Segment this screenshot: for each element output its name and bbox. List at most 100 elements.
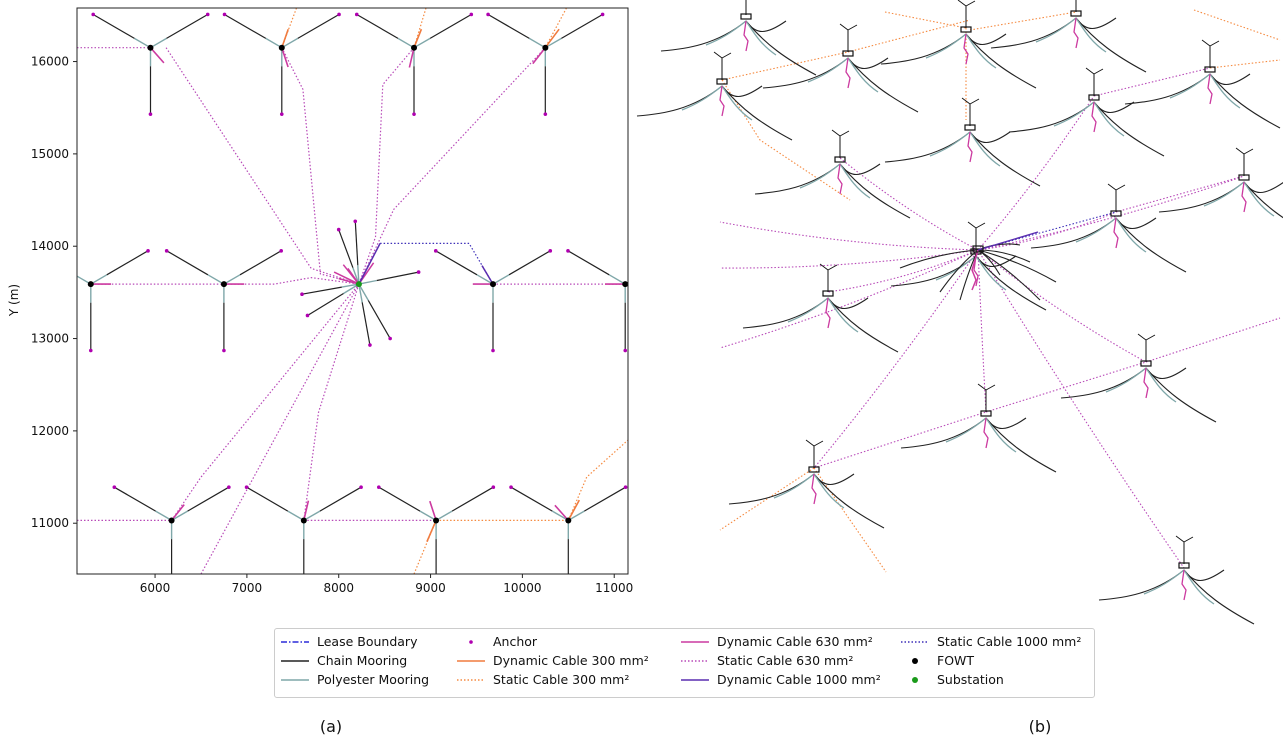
polyester-mooring [528, 37, 546, 49]
dynamic-cable-630 [963, 33, 969, 65]
polyester-mooring [827, 297, 859, 333]
chain-mooring [451, 486, 494, 512]
chain-mooring [378, 486, 421, 512]
anchor-point [623, 485, 628, 490]
x-tick-label: 8000 [323, 581, 354, 595]
dynamic-cable-630 [743, 20, 749, 52]
anchor-point [336, 227, 341, 232]
substation-marker [355, 281, 362, 288]
polyester-mooring [90, 274, 108, 285]
dynamic-cable-630 [429, 500, 437, 521]
anchor-point [337, 12, 341, 17]
legend-item: Anchor [455, 634, 537, 649]
turbine-blades [819, 263, 838, 280]
static-cable-300 [847, 19, 971, 53]
y-axis-label: Y (m) [7, 284, 21, 317]
fowt-marker [622, 281, 628, 288]
panel-a-frame [76, 7, 629, 575]
legend-key-icon [899, 635, 931, 649]
legend-item: Dynamic Cable 630 mm² [679, 634, 873, 649]
static-cable-300 [721, 79, 851, 201]
static-cable-630 [165, 47, 360, 285]
dynamic-cable-630 [554, 504, 569, 521]
anchor-point [244, 485, 249, 490]
chain-mooring [34, 251, 75, 275]
static-cable-630 [977, 211, 1117, 251]
anchor-point [388, 336, 392, 341]
dynamic-cable-630 [532, 47, 546, 65]
chain-mooring [301, 286, 342, 295]
dynamic-cable-630 [149, 47, 165, 64]
anchor-point [205, 12, 210, 17]
polyester-mooring [1115, 217, 1147, 253]
dynamic-cable-630 [170, 504, 185, 521]
chain-mooring [900, 417, 987, 449]
legend-item: Substation [899, 672, 1004, 687]
anchor-point [433, 249, 438, 253]
fowt-marker [433, 517, 440, 524]
turbine-blades [1137, 333, 1156, 350]
legend-key-icon [279, 635, 311, 649]
polyester-mooring [567, 510, 585, 522]
y-tick-label: 12000 [31, 424, 69, 438]
static-cable-300 [1193, 9, 1281, 41]
dynamic-cable-630 [1207, 73, 1213, 105]
panel-b-3d-view [636, 0, 1283, 625]
fowt-marker [542, 44, 549, 51]
static-cable-630 [977, 249, 987, 413]
static-cable-630 [985, 361, 1147, 413]
dynamic-cable-630 [825, 297, 831, 329]
chain-mooring [636, 85, 723, 117]
chain-mooring [742, 297, 829, 329]
polyester-mooring [969, 131, 1001, 167]
dynamic-cable-630 [719, 85, 725, 117]
chain-mooring [977, 249, 1057, 283]
static-cable-630 [1093, 67, 1211, 97]
anchor-point [567, 585, 571, 589]
polyester-mooring [303, 510, 321, 522]
turbine-blades [805, 439, 824, 456]
chain-mooring [354, 221, 359, 266]
polyester-mooring [223, 274, 241, 285]
polyester-mooring [551, 510, 569, 522]
static-cable-630 [303, 283, 360, 521]
dynamic-cable-300 [413, 28, 423, 48]
polyester-mooring [945, 417, 987, 443]
static-cable-300 [719, 467, 815, 531]
turbine-blades [961, 97, 980, 114]
y-tick-label: 15000 [31, 147, 69, 161]
chain-mooring [487, 13, 530, 39]
polyester-mooring [419, 510, 437, 522]
x-tick-label: 7000 [232, 581, 263, 595]
polyester-mooring [925, 33, 967, 59]
polyester-mooring [357, 265, 360, 285]
polyester-mooring [492, 274, 510, 285]
fowt-marker [87, 281, 94, 288]
legend-label: Static Cable 630 mm² [717, 653, 854, 668]
chain-mooring [839, 163, 911, 219]
chain-mooring [166, 250, 209, 276]
legend-label: Dynamic Cable 630 mm² [717, 634, 873, 649]
chain-mooring [567, 250, 610, 276]
static-cable-630 [813, 411, 987, 469]
polyester-mooring [787, 297, 829, 323]
dynamic-cable-630 [333, 271, 360, 285]
polyester-mooring [413, 37, 431, 49]
anchor-point [543, 112, 548, 116]
legend-item: Static Cable 630 mm² [679, 653, 853, 668]
legend-item: Static Cable 1000 mm² [899, 634, 1081, 649]
static-cable-300 [969, 11, 1077, 31]
chain-mooring [246, 486, 289, 512]
static-cable-630 [813, 249, 979, 469]
static-cable-630 [977, 175, 1245, 251]
chain-mooring [884, 131, 971, 163]
legend-key-icon [455, 635, 487, 649]
chain-mooring [435, 250, 478, 276]
polyester-mooring [799, 163, 841, 189]
fowt-marker [565, 517, 572, 524]
dynamic-cable-630 [1143, 367, 1149, 399]
static-cable-300 [413, 520, 437, 574]
static-cable-630 [1145, 317, 1281, 363]
legend-label: Static Cable 300 mm² [493, 672, 630, 687]
polyester-mooring [681, 85, 723, 111]
